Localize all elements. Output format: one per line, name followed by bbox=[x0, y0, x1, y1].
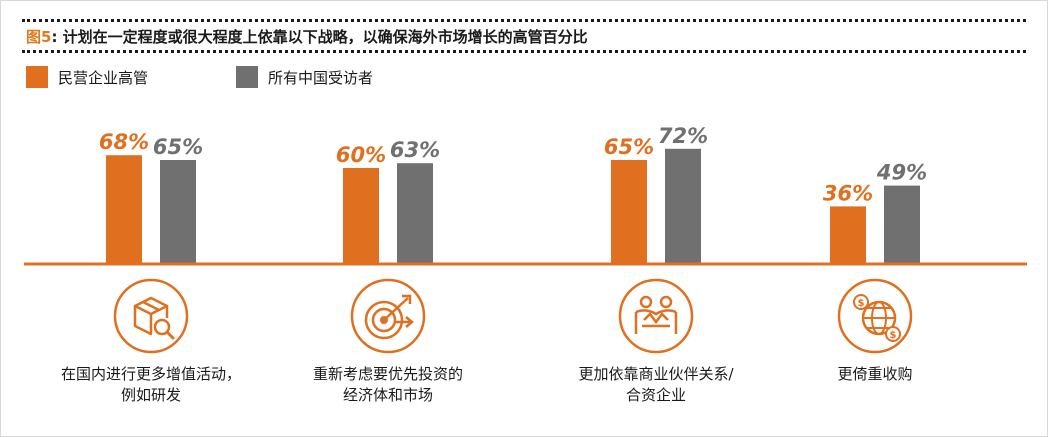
legend-label: 所有中国受访者 bbox=[268, 68, 374, 87]
category-label: 更加依靠商业伙伴关系/合资企业 bbox=[541, 364, 771, 406]
top-dotted-rule bbox=[22, 19, 1026, 22]
category-label-line: 更倚重收购 bbox=[837, 365, 913, 383]
bar bbox=[665, 148, 701, 264]
category-label: 更倚重收购 bbox=[760, 364, 990, 385]
bar bbox=[397, 163, 433, 264]
figure-number: 图5 bbox=[26, 28, 52, 46]
category-label-line: 经济体和市场 bbox=[342, 386, 433, 404]
bar-value-label: 36% bbox=[823, 181, 873, 205]
svg-text:$: $ bbox=[858, 298, 865, 309]
title-text: : 计划在一定程度或很大程度上依靠以下战略，以确保海外市场增长的高管百分比 bbox=[51, 28, 588, 46]
bar-value-label: 65% bbox=[604, 135, 654, 159]
category-label-line: 重新考虑要优先投资的 bbox=[312, 365, 463, 383]
category-label-line: 例如研发 bbox=[120, 386, 181, 404]
bar-value-label: 68% bbox=[99, 130, 149, 154]
category-label-line: 更加依靠商业伙伴关系/ bbox=[578, 365, 734, 383]
bar-value-label: 60% bbox=[336, 143, 386, 167]
legend-item-private: 民营企业高管 bbox=[26, 66, 148, 88]
category-label-line: 在国内进行更多增值活动， bbox=[60, 365, 241, 383]
globe-money-icon: $ $ bbox=[837, 278, 913, 354]
partnership-icon bbox=[618, 278, 694, 354]
bar bbox=[343, 168, 379, 264]
category-label-line: 合资企业 bbox=[625, 386, 686, 404]
legend-item-all: 所有中国受访者 bbox=[236, 66, 373, 88]
legend-swatch-gray bbox=[236, 66, 258, 88]
bar-value-label: 65% bbox=[153, 135, 203, 159]
chart-title: 图5: 计划在一定程度或很大程度上依靠以下战略，以确保海外市场增长的高管百分比 bbox=[26, 26, 588, 47]
bar bbox=[611, 160, 647, 264]
bar-value-label: 49% bbox=[876, 161, 927, 185]
bar-value-label: 72% bbox=[658, 124, 708, 148]
bar-value-label: 63% bbox=[390, 138, 440, 162]
legend-swatch-orange bbox=[26, 66, 48, 88]
target-arrow-icon bbox=[350, 278, 426, 354]
title-dotted-rule bbox=[22, 50, 1026, 53]
bar bbox=[830, 206, 866, 264]
legend-label: 民营企业高管 bbox=[58, 68, 149, 87]
box-search-icon bbox=[113, 278, 189, 354]
category-label: 在国内进行更多增值活动， 例如研发 bbox=[36, 364, 266, 406]
bar bbox=[884, 185, 920, 264]
bar bbox=[160, 160, 196, 264]
category-label: 重新考虑要优先投资的 经济体和市场 bbox=[273, 364, 503, 406]
svg-text:$: $ bbox=[890, 330, 897, 341]
bar bbox=[106, 155, 142, 264]
